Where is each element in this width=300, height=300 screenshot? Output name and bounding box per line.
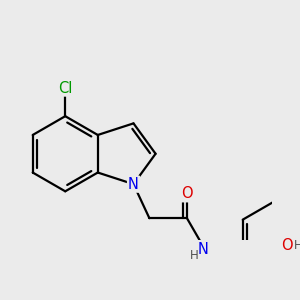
Text: Cl: Cl (58, 80, 72, 95)
Text: O: O (181, 186, 193, 201)
Text: N: N (128, 177, 139, 192)
Text: N: N (197, 242, 208, 257)
Text: H: H (293, 238, 300, 251)
Text: O: O (281, 238, 292, 253)
Text: H: H (190, 250, 199, 262)
